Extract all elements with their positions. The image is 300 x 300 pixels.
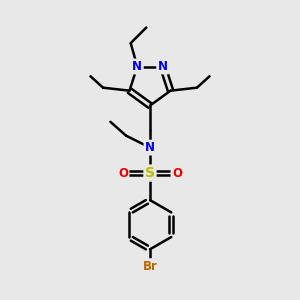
Text: O: O: [118, 167, 128, 180]
Text: N: N: [132, 60, 142, 73]
Text: S: S: [145, 166, 155, 180]
Text: N: N: [158, 60, 168, 73]
Text: N: N: [145, 141, 155, 154]
Text: Br: Br: [142, 260, 158, 273]
Text: O: O: [172, 167, 182, 180]
